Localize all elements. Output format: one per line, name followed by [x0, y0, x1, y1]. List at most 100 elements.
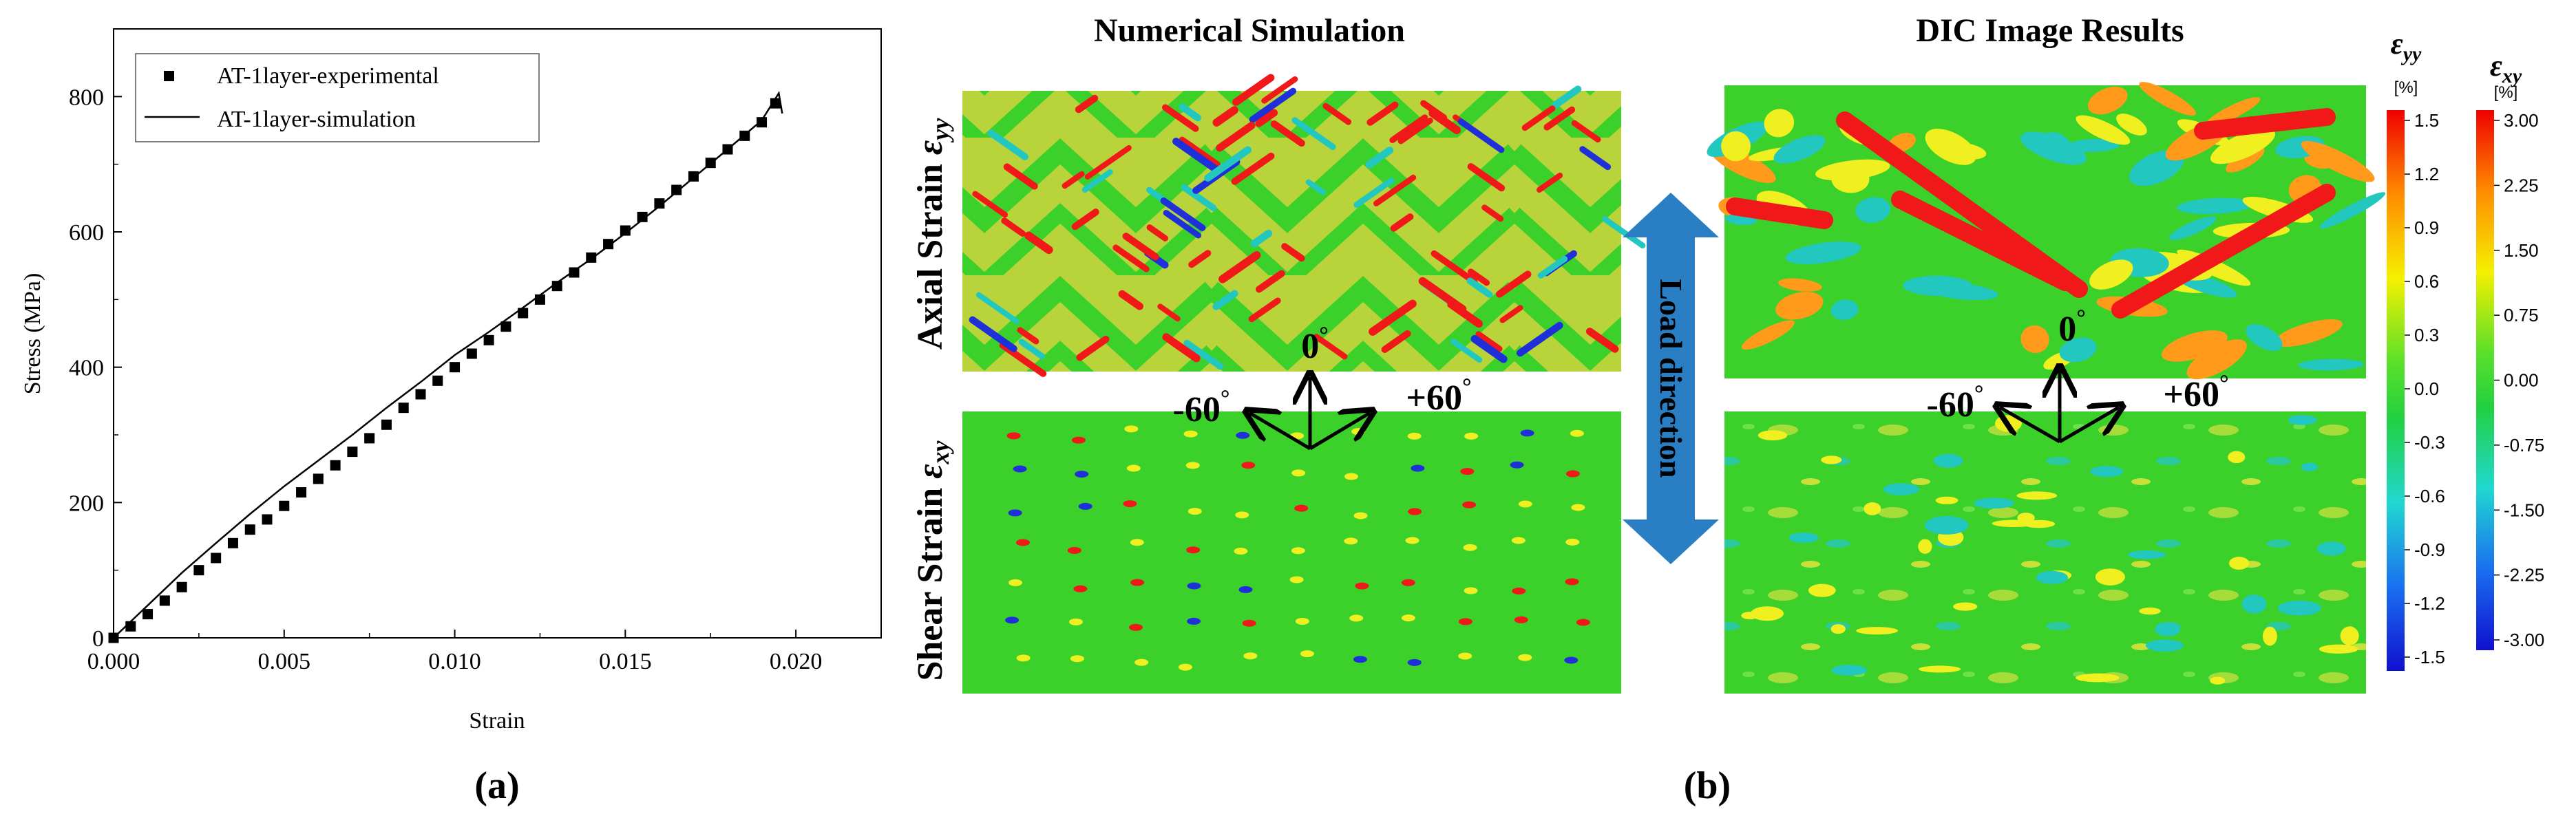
- sim-streak: [1018, 339, 1046, 360]
- dic-shear-blob: [2095, 568, 2125, 586]
- sim-spot: [1511, 537, 1525, 544]
- experimental-point: [739, 130, 750, 141]
- series-layer: [108, 90, 783, 643]
- colorbar-yy-unit: [%]: [2394, 78, 2418, 97]
- sim-streak: [1161, 104, 1199, 132]
- dic-shear-blob: [2139, 607, 2161, 615]
- dic-red-band: [2194, 108, 2336, 140]
- sim-streak: [1281, 243, 1305, 262]
- experimental-point: [227, 537, 238, 548]
- colorbar-tick-label: -2.25: [2504, 565, 2544, 586]
- sim-streak: [1204, 146, 1252, 182]
- sim-spot: [1073, 585, 1088, 592]
- colorbar-tick-label: 0.3: [2414, 325, 2439, 345]
- y-tick-label: 200: [69, 491, 104, 516]
- sim-streak: [1291, 117, 1336, 151]
- sim-spot: [1405, 537, 1419, 544]
- dic-shear-blobs: [1741, 414, 2359, 685]
- colorbar-tick-label: 0.0: [2414, 378, 2439, 399]
- colorbar-tick-label: 0.75: [2504, 305, 2539, 325]
- sim-spot: [1351, 428, 1366, 436]
- dic-shear-blob: [2090, 466, 2124, 478]
- sim-streak: [1261, 76, 1298, 104]
- angle-0-label: 0°: [1301, 323, 1329, 366]
- dic-blob: [1778, 278, 1822, 292]
- legend: AT-1layer-experimental AT-1layer-simulat…: [135, 53, 540, 142]
- sim-streak: [1381, 330, 1411, 353]
- colorbar-tick-label: 1.50: [2504, 240, 2539, 261]
- sim-spot: [1070, 655, 1084, 663]
- colorbar-tick-label: -3.00: [2504, 630, 2544, 650]
- sim-spot: [1183, 430, 1198, 438]
- load-direction-arrow: Load direction: [1623, 193, 1719, 564]
- dic-blob: [2020, 325, 2049, 354]
- experimental-point: [654, 198, 665, 209]
- sim-streak: [1496, 270, 1532, 298]
- sim-streak: [1579, 146, 1612, 171]
- dic-shear-blob: [2076, 673, 2120, 683]
- experimental-point: [671, 184, 682, 195]
- colorbar-tick-label: -1.2: [2414, 593, 2445, 614]
- orientation-arrows-dic: 0° -60° +60°: [1724, 306, 2366, 444]
- dic-shear-blob: [2145, 639, 2184, 652]
- sim-spot: [1458, 618, 1472, 625]
- dic-blob: [2020, 131, 2087, 165]
- dic-blob: [2301, 140, 2375, 182]
- sim-spot: [1295, 617, 1309, 625]
- sim-streak: [1270, 120, 1305, 147]
- angle-minus60-label: -60°: [1173, 386, 1230, 429]
- sim-spot: [1123, 500, 1137, 508]
- sim-streak: [1313, 334, 1348, 360]
- load-direction-label: Load direction: [1654, 279, 1689, 478]
- sim-streak: [1601, 216, 1646, 249]
- dic-blob: [2246, 324, 2283, 352]
- dic-blob: [2087, 87, 2128, 115]
- experimental-point: [159, 595, 170, 606]
- y-tick-label: 800: [69, 85, 104, 110]
- dic-shear-blob: [2228, 451, 2246, 464]
- sim-streak: [1248, 297, 1281, 323]
- strain-field-panel: Numerical Simulation DIC Image Results A…: [911, 12, 2544, 807]
- sim-streak: [1420, 100, 1448, 121]
- dic-blob: [1764, 109, 1795, 138]
- title-numerical-simulation: Numerical Simulation: [1094, 12, 1405, 49]
- experimental-point: [347, 447, 358, 458]
- double-arrow-icon: [1623, 193, 1719, 564]
- experimental-point: [330, 460, 341, 471]
- dic-shear-blob: [2288, 414, 2317, 425]
- sim-streak: [1517, 321, 1563, 357]
- sim-streak: [1255, 109, 1278, 127]
- sim-spot: [1464, 432, 1479, 440]
- y-axis-label: Stress (MPa): [20, 273, 45, 395]
- panel-label-a: (a): [474, 764, 519, 807]
- dic-blob: [2065, 139, 2120, 153]
- experimental-point: [569, 267, 580, 278]
- sim-spot: [1518, 654, 1532, 661]
- sim-spot: [1178, 663, 1192, 671]
- x-axis-label: Strain: [469, 708, 525, 733]
- experimental-point: [262, 514, 273, 525]
- sim-streak: [1231, 152, 1275, 185]
- sim-streak: [1353, 177, 1395, 208]
- dic-shear-blob: [2228, 557, 2250, 570]
- sim-streak: [1467, 163, 1506, 192]
- dic-blob: [2206, 97, 2261, 127]
- sim-spot: [1238, 586, 1253, 593]
- sim-spot: [1241, 462, 1256, 469]
- colorbar-tick-label: 2.25: [2504, 175, 2539, 195]
- experimental-point: [176, 581, 187, 592]
- colorbar-tick-label: -0.3: [2414, 432, 2445, 453]
- sim-spot: [1008, 579, 1022, 586]
- axes: 0.000 0.005 0.010 0.015 0.020 0 200 400 600 800: [69, 85, 822, 674]
- experimental-point: [757, 117, 768, 128]
- sim-streak: [1475, 331, 1503, 352]
- sim-streak: [1468, 268, 1490, 286]
- experimental-point: [398, 403, 409, 414]
- sim-spot: [1185, 462, 1200, 469]
- angle-plus60-label-dic: +60°: [2163, 371, 2228, 414]
- sim-streak: [975, 292, 1020, 325]
- sim-streak: [1212, 106, 1238, 127]
- dic-blob: [1936, 141, 1987, 160]
- sim-streak: [1160, 197, 1206, 231]
